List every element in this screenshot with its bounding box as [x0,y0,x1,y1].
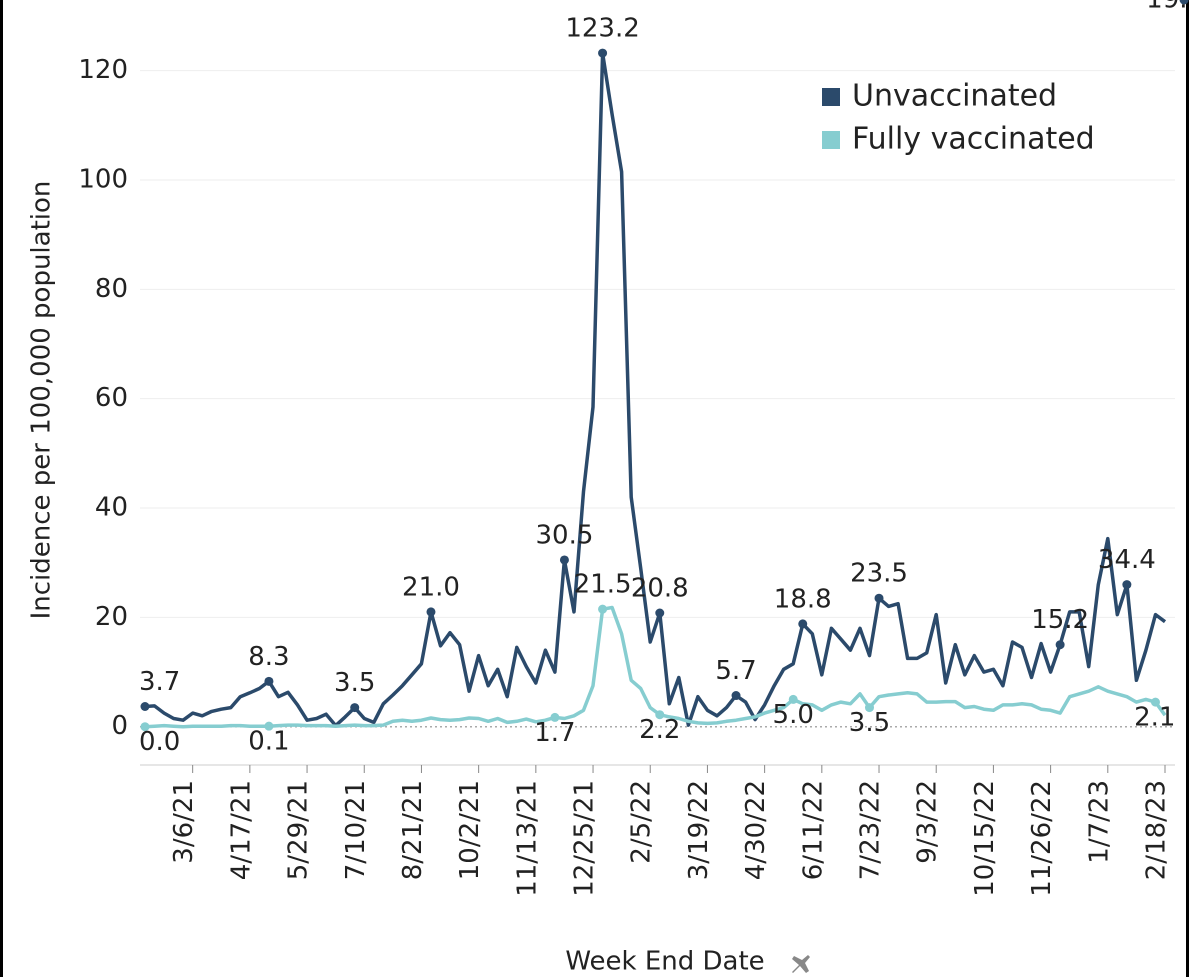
legend-label: Unvaccinated [852,79,1057,114]
y-tick-label: 100 [78,164,128,194]
data-label: 8.3 [248,642,289,672]
point [140,701,150,711]
x-tick-label: 5/29/21 [284,780,314,880]
point [350,703,360,713]
y-tick-label: 0 [111,711,128,741]
data-label: 2.1 [1134,703,1175,733]
y-tick-label: 120 [78,55,128,85]
x-tick-label: 12/25/21 [570,780,600,897]
point [264,676,274,686]
x-tick-label: 10/15/22 [970,780,1000,897]
x-tick-label: 10/2/21 [455,780,485,880]
x-tick-label: 7/10/21 [341,780,371,880]
data-label: 21.5 [574,570,632,600]
x-tick-label: 1/7/23 [1084,780,1114,864]
data-label: 18.8 [774,584,832,614]
x-tick-label: 3/19/22 [684,780,714,880]
data-label: 5.0 [773,700,814,730]
point [1179,0,1189,5]
x-tick-label: 11/13/21 [512,780,542,897]
point [426,607,436,617]
point [655,710,665,720]
x-tick-label: 2/18/23 [1142,780,1172,880]
legend-label: Fully vaccinated [852,122,1095,157]
y-tick-label: 40 [95,493,128,523]
data-label: 30.5 [535,520,593,550]
y-axis-title: Incidence per 100,000 population [27,181,57,620]
data-label: 123.2 [565,14,639,44]
point [598,48,608,58]
point [874,593,884,603]
point [264,721,274,731]
data-label: 0.0 [139,727,180,757]
data-label: 5.7 [715,656,756,686]
series-line [144,51,1167,728]
y-tick-label: 20 [95,602,128,632]
point [550,712,560,722]
x-tick-label: 6/11/22 [798,780,828,880]
point [655,608,665,618]
data-label: 1.7 [534,718,575,748]
x-tick-label: 9/3/22 [913,780,943,864]
data-label: 0.1 [248,727,289,757]
data-label: 15.2 [1031,605,1089,635]
legend-swatch [822,131,840,149]
data-label: 23.5 [850,559,908,589]
x-tick-label: 4/17/21 [226,780,256,880]
x-tick-label: 4/30/22 [741,780,771,880]
data-label: 34.4 [1098,545,1156,575]
point [140,722,150,732]
point [788,694,798,704]
data-label: 21.0 [402,572,460,602]
data-label: 3.5 [849,708,890,738]
point [731,691,741,701]
series-line [144,605,1167,729]
x-tick-label: 11/26/22 [1027,780,1057,897]
point [1122,580,1132,590]
data-label: 20.8 [631,574,689,604]
x-tick-label: 3/6/21 [169,780,199,864]
point [1150,697,1160,707]
y-tick-label: 80 [95,274,128,304]
pin-icon[interactable] [792,955,810,973]
y-tick-label: 60 [95,383,128,413]
x-axis-title: Week End Date [565,947,764,977]
point [1055,640,1065,650]
data-label: 19.2 [1146,0,1189,15]
data-label: 3.7 [139,667,180,697]
data-label: 2.2 [639,715,680,745]
legend-swatch [822,88,840,106]
x-tick-label: 7/23/22 [856,780,886,880]
x-tick-label: 8/21/21 [398,780,428,880]
point [559,555,569,565]
x-tick-label: 2/5/22 [627,780,657,864]
data-label: 3.5 [334,668,375,698]
point [864,703,874,713]
point [798,619,808,629]
point [598,604,608,614]
